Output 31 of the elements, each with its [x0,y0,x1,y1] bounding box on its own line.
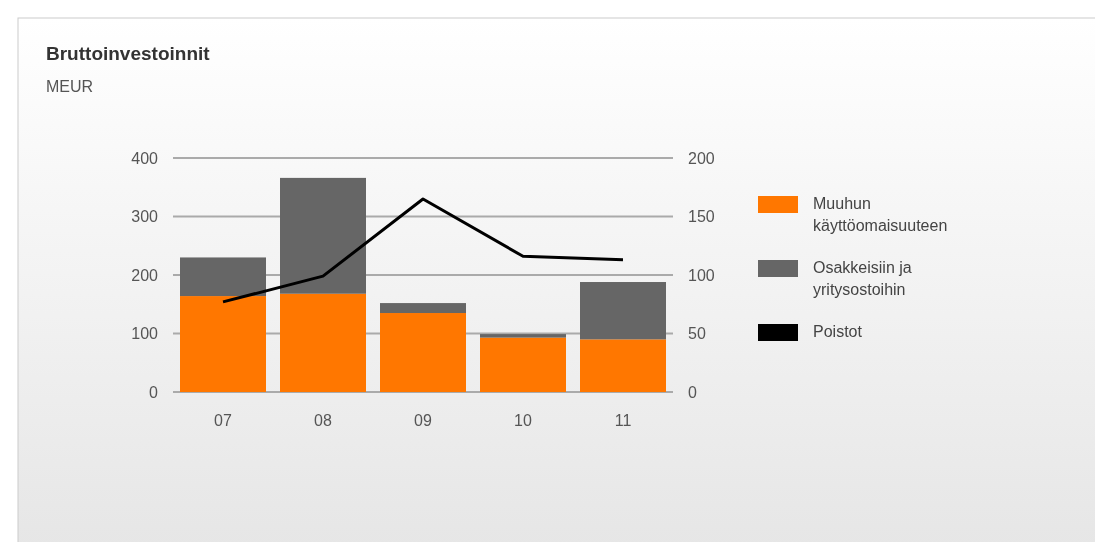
bar [380,303,466,314]
y-tick-label: 300 [131,208,159,226]
y2-tick-label: 100 [688,266,715,284]
x-tick-label: 07 [214,412,232,429]
y-tick-label: 400 [131,149,159,167]
bar [480,337,566,392]
x-tick-label: 11 [614,412,632,429]
chart-subtitle: MEUR [46,78,94,95]
bar [580,339,666,392]
x-tick-label: 10 [514,412,532,429]
line-series [221,197,625,304]
x-tick-label: 09 [414,412,432,429]
bar [580,282,666,340]
y-tick-label: 200 [131,266,159,284]
y2-tick-label: 200 [688,149,715,167]
legend-label: Poistot [813,323,863,340]
bar [280,293,366,392]
bar [480,334,566,338]
y-tick-label: 0 [149,383,159,401]
chart-title: Bruttoinvestoinnit [46,43,211,64]
x-tick-label: 08 [314,412,332,429]
legend-label: Muuhun käyttöomaisuuteen [813,195,948,234]
bar [380,313,466,392]
bar [280,177,366,294]
y2-tick-label: 50 [688,325,706,343]
y-tick-label: 100 [131,325,159,343]
bar [180,257,266,297]
y2-tick-label: 150 [688,208,715,226]
y2-tick-label: 0 [688,383,697,401]
bar [180,296,266,392]
legend-label: Osakkeisiin ja yritysostoihin [813,259,912,298]
